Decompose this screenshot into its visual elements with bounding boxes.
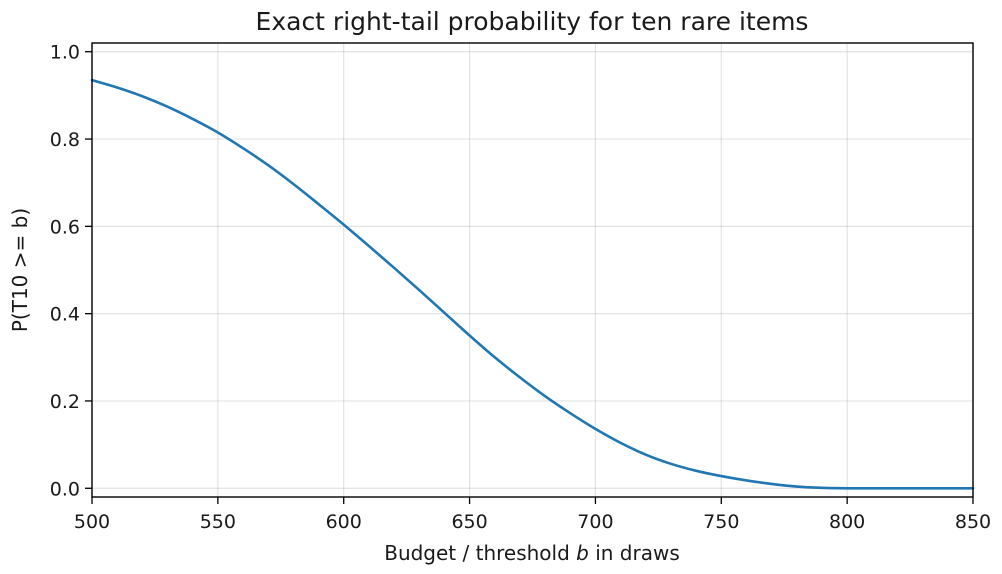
x-tick-label: 750 — [703, 511, 739, 533]
y-tick-label: 0.2 — [50, 391, 80, 413]
x-tick-label: 550 — [200, 511, 236, 533]
grid — [91, 43, 974, 497]
chart-title: Exact right-tail probability for ten rar… — [256, 7, 809, 36]
x-tick-label: 700 — [577, 511, 613, 533]
axes-frame — [91, 42, 974, 498]
y-tick-label: 0.0 — [50, 478, 80, 500]
y-tick-label: 0.4 — [50, 304, 80, 326]
y-axis-ticks: 0.0 0.2 0.4 0.6 0.8 1.0 — [50, 42, 92, 500]
x-tick-label: 650 — [451, 511, 487, 533]
x-tick-label: 500 — [74, 511, 110, 533]
x-tick-label: 800 — [829, 511, 865, 533]
y-tick-label: 1.0 — [50, 42, 80, 64]
series-layer — [90, 78, 975, 490]
x-tick-label: 850 — [955, 511, 991, 533]
y-tick-label: 0.6 — [50, 216, 80, 238]
y-axis-label: P(T10 >= b) — [8, 208, 32, 332]
x-axis-label-suffix: in draws — [589, 541, 680, 565]
x-axis-label-variable: b — [576, 541, 589, 565]
x-axis-label-prefix: Budget / threshold — [384, 541, 576, 565]
x-axis-ticks: 500 550 600 650 700 750 800 850 — [74, 497, 991, 533]
x-tick-label: 600 — [326, 511, 362, 533]
x-axis-label: Budget / threshold b in draws — [384, 541, 680, 565]
series-line — [90, 78, 975, 490]
y-tick-label: 0.8 — [50, 129, 80, 151]
